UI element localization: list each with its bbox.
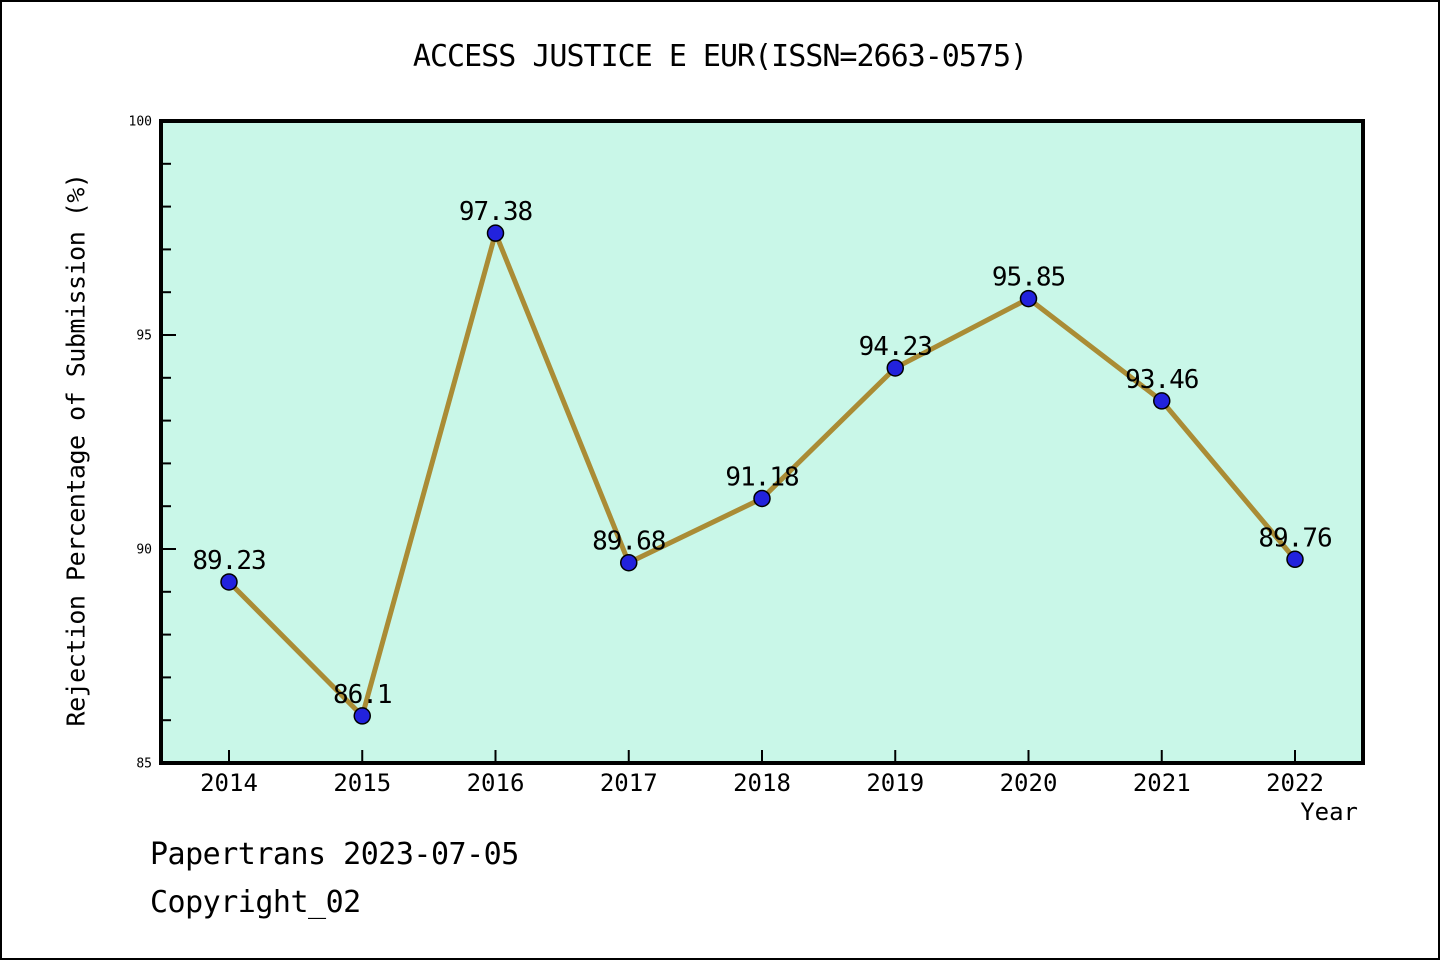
data-point	[886, 359, 904, 377]
data-point-label: 89.23	[192, 546, 265, 576]
x-tick-label: 2018	[733, 769, 791, 797]
x-axis-label: Year	[1300, 798, 1358, 826]
x-tick-label: 2014	[200, 769, 258, 797]
data-point-label: 91.18	[725, 462, 798, 492]
y-tick-label: 90	[136, 543, 152, 558]
plot-area	[161, 121, 1363, 763]
data-point	[1019, 289, 1038, 308]
x-tick-label: 2020	[1000, 769, 1058, 797]
data-point	[1286, 550, 1304, 569]
data-point-label: 89.68	[592, 527, 665, 557]
footer-brand-date: Papertrans 2023-07-05	[150, 837, 519, 872]
x-tick-label: 2019	[866, 769, 924, 797]
data-point	[620, 553, 638, 572]
data-point	[353, 707, 371, 725]
data-point-label: 97.38	[459, 197, 532, 227]
x-tick-label: 2015	[333, 769, 391, 797]
y-tick-label: 100	[129, 115, 152, 130]
plot-border	[159, 119, 1365, 765]
data-point-label: 95.85	[992, 263, 1065, 293]
data-point	[220, 573, 238, 591]
x-tick-label: 2022	[1266, 769, 1324, 797]
data-point	[1153, 392, 1171, 410]
data-point-label: 94.23	[859, 332, 932, 362]
footer-copyright: Copyright_02	[150, 885, 361, 920]
data-point	[486, 224, 505, 242]
x-tick-label: 2016	[467, 769, 525, 797]
x-tick-label: 2017	[600, 769, 658, 797]
chart-title: ACCESS JUSTICE E EUR(ISSN=2663-0575)	[412, 39, 1028, 74]
data-point-label: 86.1	[333, 680, 392, 710]
data-point-label: 89.76	[1258, 523, 1331, 553]
data-point-label: 93.46	[1125, 365, 1198, 395]
data-point	[753, 489, 771, 508]
y-tick-label: 85	[136, 757, 152, 772]
y-tick-label: 95	[136, 329, 152, 344]
x-tick-label: 2021	[1133, 769, 1191, 797]
